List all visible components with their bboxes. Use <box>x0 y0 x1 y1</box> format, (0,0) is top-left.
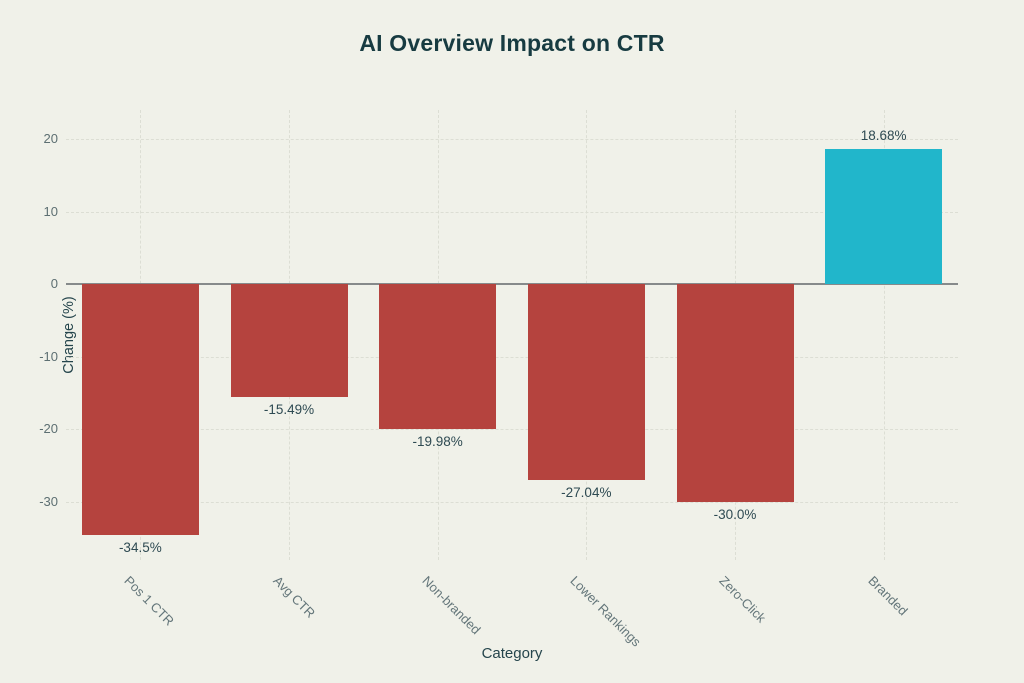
x-tick-label-pos-1-ctr: Pos 1 CTR <box>121 573 178 629</box>
bar-branded <box>825 148 943 285</box>
y-axis-label: Change (%) <box>61 296 77 374</box>
gridline-horizontal <box>66 211 958 213</box>
bar-zero-click <box>676 284 794 502</box>
bar-value-label-pos-1-ctr: -34.5% <box>118 539 162 555</box>
y-tick-label: -20 <box>39 421 58 437</box>
x-axis-label: Category <box>481 645 543 662</box>
gridline-horizontal <box>66 429 958 431</box>
x-tick-label-non-branded: Non-branded <box>419 573 484 638</box>
bar-value-label-avg-ctr: -15.49% <box>263 401 315 417</box>
gridline-vertical <box>883 110 885 560</box>
zero-baseline <box>66 283 958 286</box>
gridline-horizontal <box>66 501 958 503</box>
x-tick-label-lower-rankings: Lower Rankings <box>567 573 645 650</box>
bar-value-label-lower-rankings: -27.04% <box>561 485 612 501</box>
bar-value-label-branded: 18.68% <box>860 127 907 143</box>
chart-title: AI Overview Impact on CTR <box>359 30 665 56</box>
y-tick-label: 10 <box>43 203 58 219</box>
y-tick-label: -10 <box>39 348 58 364</box>
x-tick-label-zero-click: Zero-Click <box>716 573 769 626</box>
bar-pos-1-ctr <box>81 284 199 535</box>
plot-area: Change (%) Category 20 10 0 -10 -20 -30 Pos 1 … <box>39 110 958 662</box>
bar-lower-rankings <box>527 284 645 481</box>
y-tick-label: 20 <box>43 131 58 147</box>
bar-non-branded <box>379 284 497 430</box>
x-tick-label-branded: Branded <box>865 573 911 619</box>
bar-value-label-zero-click: -30.0% <box>713 506 757 522</box>
y-tick-label: -30 <box>39 493 58 509</box>
bar-value-label-non-branded: -19.98% <box>412 434 463 450</box>
gridline-horizontal <box>66 356 958 358</box>
bar-avg-ctr <box>230 284 348 397</box>
y-tick-label: 0 <box>50 276 58 292</box>
x-tick-label-avg-ctr: Avg CTR <box>270 573 319 621</box>
gridline-horizontal <box>66 139 958 141</box>
